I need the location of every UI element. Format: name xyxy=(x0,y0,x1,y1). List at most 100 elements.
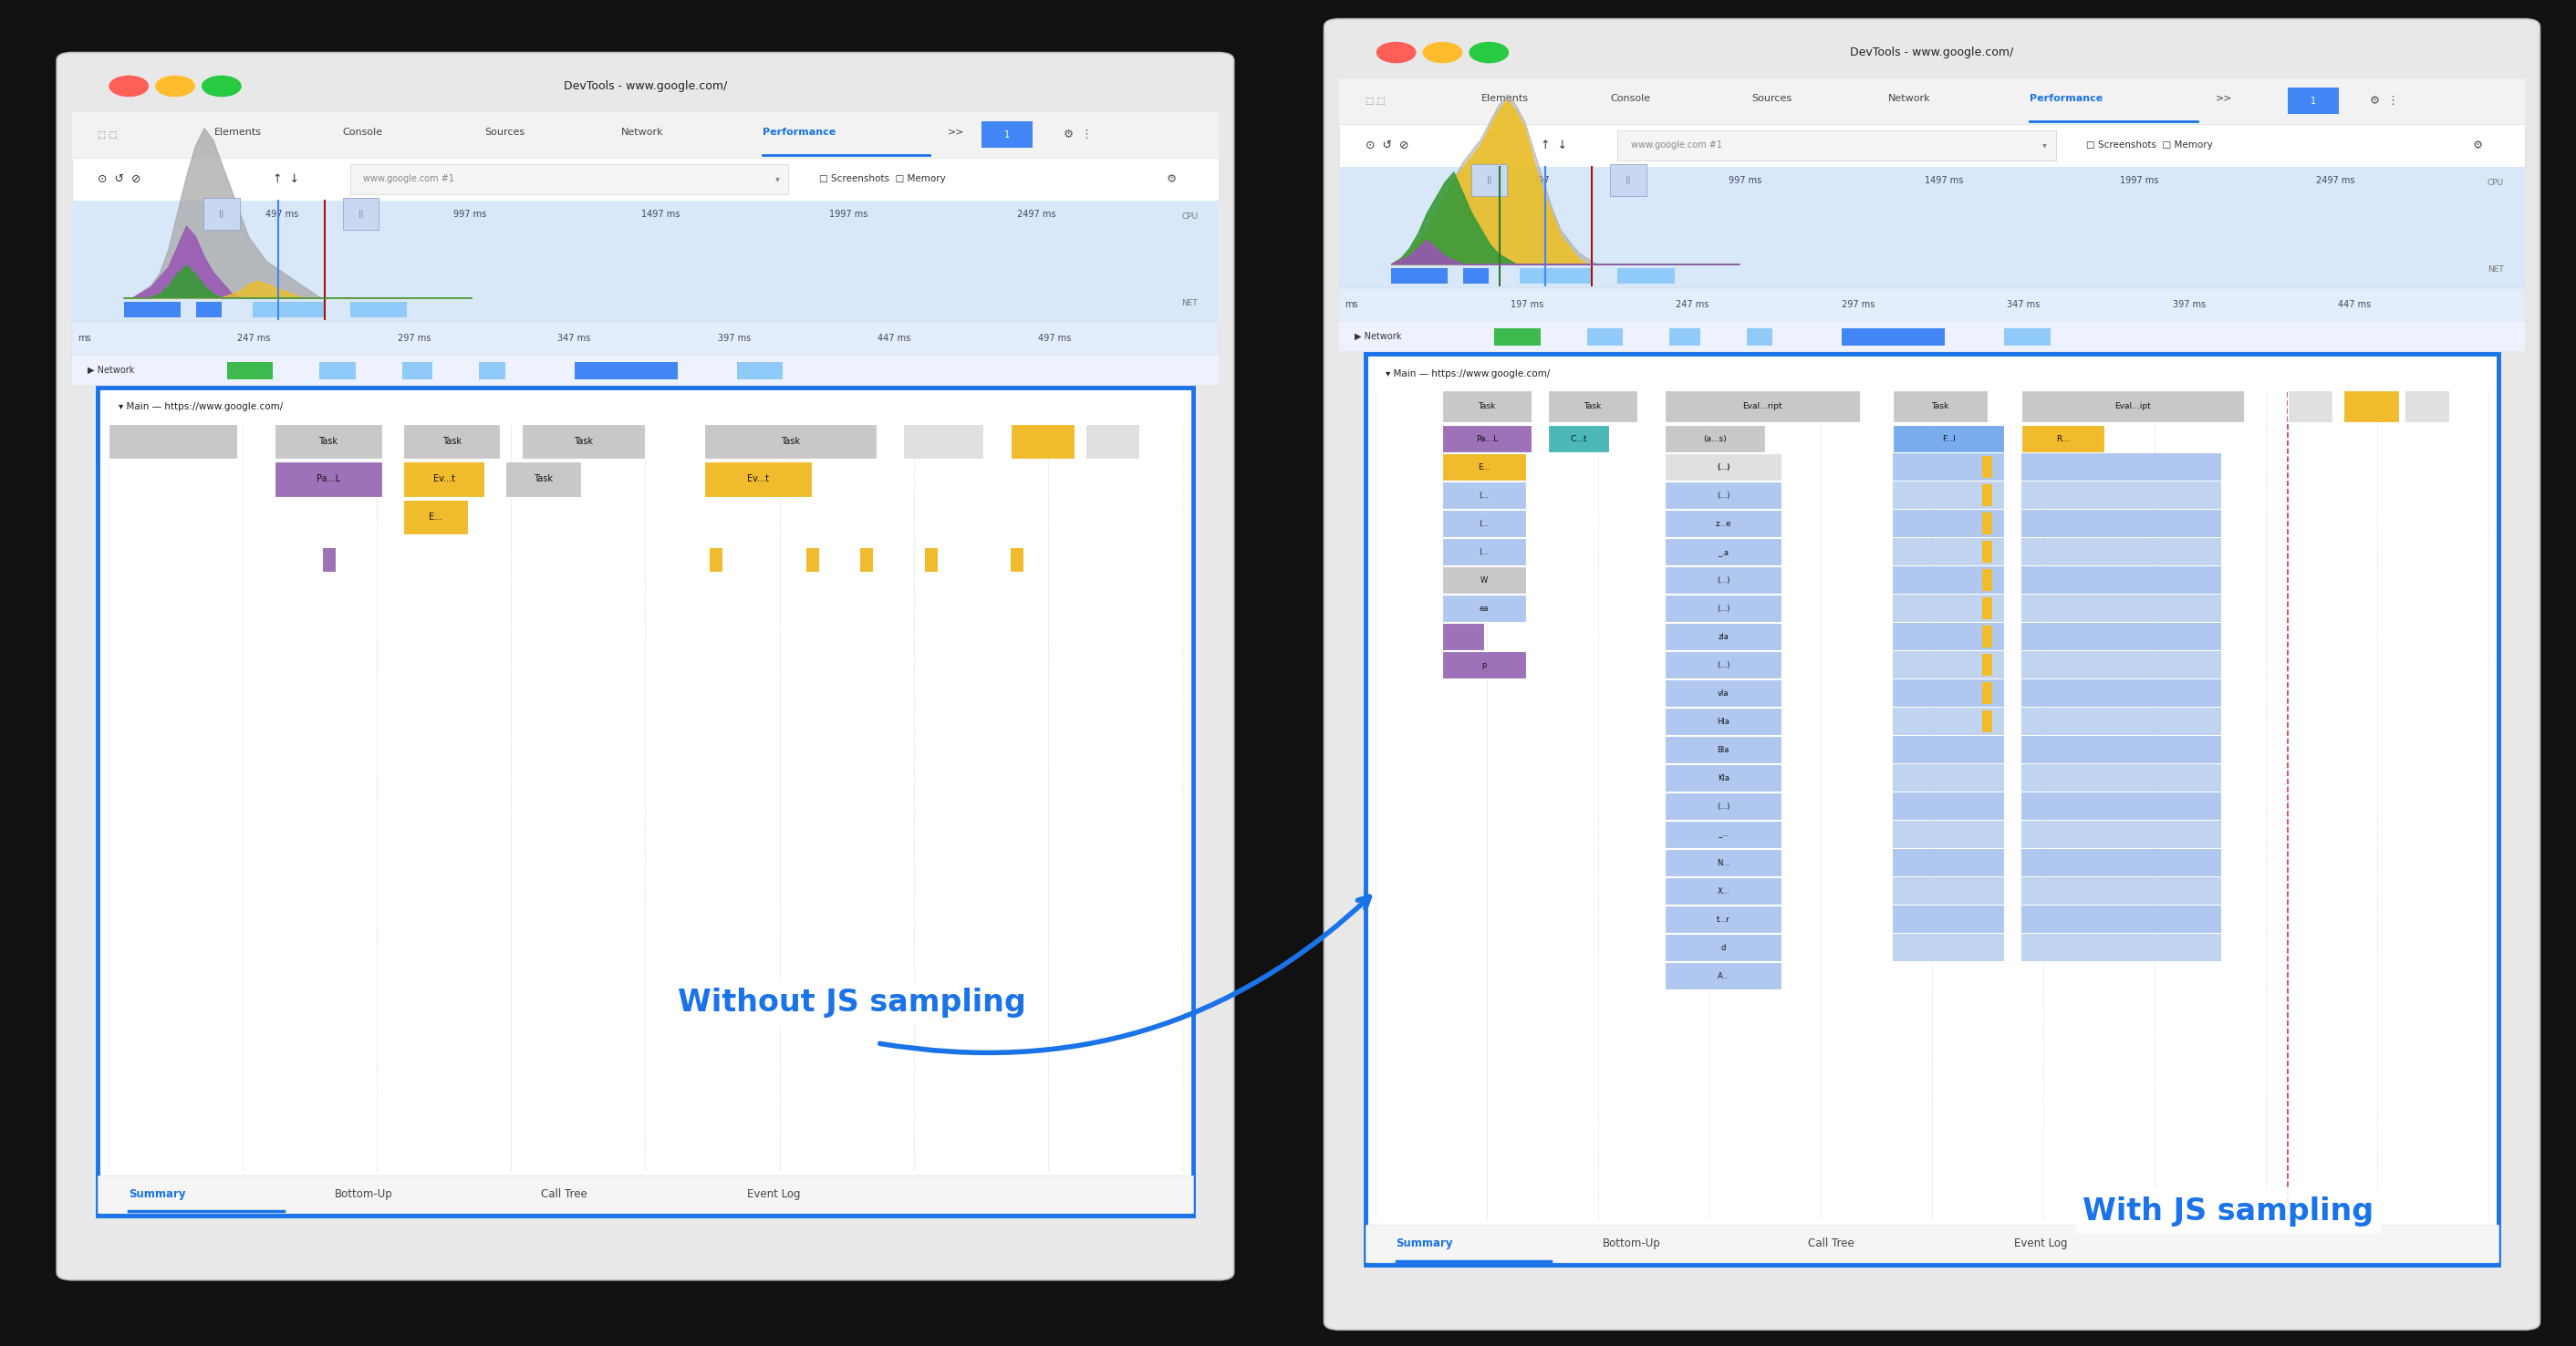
Text: Task: Task xyxy=(1932,402,1950,411)
Text: □ Screenshots  □ Memory: □ Screenshots □ Memory xyxy=(2087,141,2213,149)
Text: 1: 1 xyxy=(2311,97,2316,105)
Bar xyxy=(1365,354,2499,1265)
Bar xyxy=(904,424,984,459)
Text: Ev...t: Ev...t xyxy=(747,475,770,483)
Text: With JS sampling: With JS sampling xyxy=(2081,1197,2375,1226)
Text: ⬚ ⬚: ⬚ ⬚ xyxy=(98,131,118,139)
Text: Hla: Hla xyxy=(1718,717,1728,725)
Bar xyxy=(1893,390,1989,423)
Bar xyxy=(1893,736,2004,763)
Text: 297 ms: 297 ms xyxy=(397,334,430,343)
Bar xyxy=(1842,328,1945,346)
Bar xyxy=(1391,268,1448,284)
Text: A...: A... xyxy=(1718,972,1728,980)
Bar xyxy=(319,362,355,380)
Text: Network: Network xyxy=(1888,94,1932,102)
Text: ⚙: ⚙ xyxy=(2473,140,2483,151)
Bar xyxy=(1463,268,1489,284)
Bar xyxy=(1664,765,1783,791)
Text: ⚙  ⋮: ⚙ ⋮ xyxy=(1064,129,1092,140)
Bar xyxy=(1587,328,1623,346)
Bar xyxy=(1893,680,2004,707)
Bar xyxy=(1664,567,1783,594)
Text: Elements: Elements xyxy=(214,128,260,136)
Text: Pa...L: Pa...L xyxy=(1476,435,1497,443)
Text: (...: (... xyxy=(1479,520,1489,528)
Text: (...): (...) xyxy=(1716,463,1731,471)
Bar xyxy=(1010,424,1074,459)
Circle shape xyxy=(157,77,196,97)
Text: 497: 497 xyxy=(1533,176,1551,184)
Bar xyxy=(479,362,505,380)
Text: Summary: Summary xyxy=(129,1189,185,1199)
Text: Eval...ipt: Eval...ipt xyxy=(2115,402,2151,411)
Circle shape xyxy=(108,77,149,97)
Text: ▾: ▾ xyxy=(2043,141,2048,149)
Text: ms: ms xyxy=(1345,300,1358,310)
Bar xyxy=(1340,288,2524,322)
Text: ▶ Network: ▶ Network xyxy=(1355,332,1401,341)
Text: ||: || xyxy=(219,210,224,218)
Bar xyxy=(1893,934,2004,961)
Bar xyxy=(1893,651,2004,678)
Circle shape xyxy=(1422,43,1463,63)
Bar xyxy=(1443,510,1525,537)
Text: ea: ea xyxy=(1479,604,1489,612)
FancyBboxPatch shape xyxy=(57,52,1234,1280)
Text: Summary: Summary xyxy=(1396,1238,1453,1249)
Text: ⚙: ⚙ xyxy=(1167,174,1177,184)
Bar xyxy=(350,164,788,194)
Text: Task: Task xyxy=(319,437,337,446)
Text: (...): (...) xyxy=(1716,604,1731,612)
Bar xyxy=(1893,595,2004,622)
Text: 2497 ms: 2497 ms xyxy=(1018,210,1056,218)
Text: www.google.com #1: www.google.com #1 xyxy=(1631,141,1721,149)
Bar xyxy=(2022,482,2221,509)
Text: ↑  ↓: ↑ ↓ xyxy=(273,174,299,184)
Bar xyxy=(523,424,644,459)
Bar xyxy=(711,548,724,572)
Bar xyxy=(1747,328,1772,346)
Bar xyxy=(402,362,433,380)
Bar xyxy=(1664,454,1783,481)
Bar xyxy=(1893,567,2004,594)
Text: F...l: F...l xyxy=(1942,435,1955,443)
Bar xyxy=(1893,538,2004,565)
Bar xyxy=(2022,934,2221,961)
Text: p: p xyxy=(1481,661,1486,669)
Text: Bottom-Up: Bottom-Up xyxy=(335,1189,394,1199)
Bar xyxy=(860,548,873,572)
Bar xyxy=(2022,821,2221,848)
Bar xyxy=(1340,78,2524,124)
Text: (...): (...) xyxy=(1716,661,1731,669)
Bar xyxy=(1548,425,1610,452)
Bar xyxy=(2022,708,2221,735)
Bar xyxy=(88,69,1234,1280)
Bar xyxy=(981,121,1033,148)
FancyBboxPatch shape xyxy=(1324,19,2540,1330)
Bar xyxy=(98,388,1193,1215)
Bar xyxy=(1520,268,1592,284)
Text: Task: Task xyxy=(781,437,801,446)
Bar xyxy=(404,424,500,459)
Bar xyxy=(1443,567,1525,594)
Text: E...: E... xyxy=(1479,463,1489,471)
Bar xyxy=(1981,485,1991,506)
Text: ⊙  ↺  ⊘: ⊙ ↺ ⊘ xyxy=(1365,140,1409,151)
Text: (...): (...) xyxy=(1716,463,1731,471)
Bar xyxy=(1664,708,1783,735)
Bar xyxy=(2022,567,2221,594)
Bar xyxy=(2022,454,2221,481)
Text: ↑  ↓: ↑ ↓ xyxy=(1540,140,1566,151)
Bar xyxy=(1664,680,1783,707)
Bar xyxy=(1893,482,2004,509)
Text: CPU: CPU xyxy=(2488,179,2504,187)
Bar xyxy=(276,424,381,459)
Circle shape xyxy=(201,77,242,97)
Bar xyxy=(1981,654,1991,676)
Text: Call Tree: Call Tree xyxy=(541,1189,587,1199)
Text: NET: NET xyxy=(1182,299,1198,307)
Bar xyxy=(1981,711,1991,732)
Bar xyxy=(1664,793,1783,820)
Bar xyxy=(72,355,1218,385)
